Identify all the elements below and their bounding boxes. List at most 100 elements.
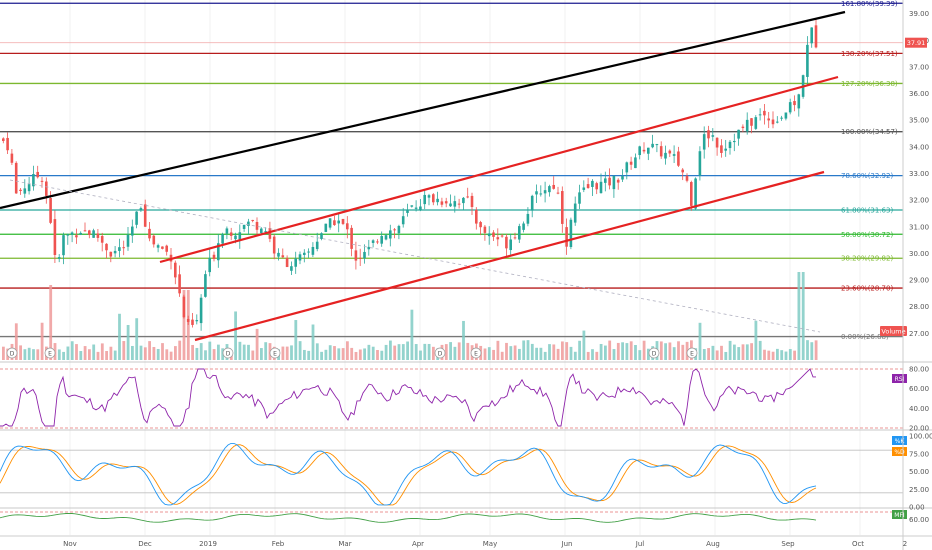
candle-body bbox=[225, 228, 229, 234]
volume-bar bbox=[599, 343, 603, 360]
candle-body bbox=[539, 193, 543, 195]
candle-body bbox=[148, 228, 151, 239]
candle-body bbox=[294, 258, 297, 267]
candle-body bbox=[49, 197, 52, 223]
candle-body bbox=[745, 119, 749, 132]
candle-body bbox=[161, 246, 164, 249]
volume-bar bbox=[118, 313, 121, 360]
candle-body bbox=[776, 121, 779, 123]
volume-bar bbox=[311, 324, 315, 360]
volume-bar bbox=[707, 348, 710, 360]
volume-bar bbox=[771, 351, 775, 360]
candle-body bbox=[496, 237, 500, 240]
volume-bar bbox=[565, 342, 569, 360]
candle-body bbox=[797, 94, 801, 109]
candle-body bbox=[535, 191, 538, 195]
candle-body bbox=[324, 223, 328, 232]
volume-bar bbox=[492, 349, 495, 360]
volume-bar bbox=[806, 340, 809, 360]
candle-body bbox=[389, 230, 392, 239]
candle-body bbox=[191, 319, 194, 325]
candle-body bbox=[440, 201, 444, 205]
volume-bar bbox=[556, 348, 560, 360]
candle-body bbox=[328, 218, 332, 228]
candle-body bbox=[487, 233, 491, 237]
volume-bar bbox=[539, 347, 543, 360]
volume-bar bbox=[208, 341, 212, 360]
event-marker-label: E bbox=[48, 351, 52, 358]
volume-bar bbox=[358, 349, 362, 360]
volume-bar bbox=[814, 340, 818, 360]
candle-body bbox=[238, 232, 242, 240]
candle-body bbox=[518, 226, 521, 240]
candle-body bbox=[599, 181, 603, 194]
price-tick-label: 27.00 bbox=[909, 330, 929, 338]
mfi-tick-label: 60.00 bbox=[909, 516, 929, 524]
candle-body bbox=[565, 227, 568, 247]
fib-label: 50.00%(30.72) bbox=[841, 231, 893, 239]
candle-body bbox=[436, 198, 439, 203]
price-tick-label: 28.00 bbox=[909, 303, 929, 311]
candle-body bbox=[217, 243, 220, 261]
volume-bar bbox=[629, 341, 633, 360]
candle-body bbox=[79, 232, 82, 235]
volume-bar bbox=[165, 349, 169, 360]
candle-body bbox=[264, 231, 267, 233]
candle-body bbox=[45, 181, 48, 196]
candle-body bbox=[509, 239, 512, 251]
event-marker bbox=[269, 347, 281, 359]
volume-bar bbox=[251, 350, 255, 360]
candle-body bbox=[556, 192, 560, 194]
candle-body bbox=[32, 174, 35, 187]
volume-bar bbox=[612, 349, 616, 360]
candle-body bbox=[135, 211, 138, 225]
event-marker-label: D bbox=[226, 351, 231, 358]
candle-body bbox=[561, 191, 564, 224]
channel-top-line bbox=[159, 75, 839, 264]
candle-body bbox=[552, 184, 555, 189]
indicator-badge bbox=[892, 374, 907, 383]
volume-bar bbox=[191, 344, 194, 360]
candle-body bbox=[681, 169, 684, 173]
candle-body bbox=[569, 219, 573, 248]
event-marker bbox=[222, 347, 234, 359]
volume-bar bbox=[608, 340, 612, 360]
indicator-badge bbox=[892, 436, 907, 445]
volume-bar bbox=[672, 347, 676, 360]
candle-body bbox=[397, 225, 401, 234]
candle-body bbox=[195, 320, 199, 322]
price-tick-label: 35.00 bbox=[909, 117, 929, 125]
event-marker-label: E bbox=[690, 351, 694, 358]
rsi-line bbox=[0, 368, 816, 427]
candle-body bbox=[724, 148, 727, 151]
date-tick-label: Nov bbox=[63, 540, 77, 548]
volume-bar bbox=[715, 350, 719, 360]
candle-body bbox=[479, 222, 482, 228]
price-tick-label: 31.00 bbox=[909, 223, 929, 231]
candle-body bbox=[113, 250, 117, 254]
volume-bar bbox=[634, 345, 637, 360]
event-marker-label: D bbox=[652, 351, 657, 358]
volume-bar bbox=[303, 349, 306, 360]
volume-bar bbox=[131, 345, 134, 360]
volume-bar bbox=[148, 341, 151, 360]
volume-bar bbox=[526, 340, 530, 360]
volume-bar bbox=[389, 340, 392, 360]
volume-bar bbox=[298, 341, 302, 360]
volume-bar bbox=[96, 351, 100, 360]
volume-bar bbox=[668, 342, 672, 360]
candle-body bbox=[737, 129, 740, 139]
volume-bar bbox=[36, 349, 40, 360]
price-tick-label: 33.00 bbox=[909, 170, 929, 178]
volume-bar bbox=[419, 350, 422, 360]
volume-bar bbox=[582, 330, 586, 360]
candle-body bbox=[530, 195, 534, 211]
candle-body bbox=[109, 251, 113, 257]
candle-body bbox=[96, 233, 100, 238]
volume-bar bbox=[457, 342, 461, 360]
channel-bottom-line bbox=[194, 170, 825, 342]
volume-bar bbox=[535, 347, 538, 360]
candle-body bbox=[741, 126, 745, 129]
candle-body bbox=[346, 223, 349, 230]
volume-bar bbox=[178, 340, 182, 360]
